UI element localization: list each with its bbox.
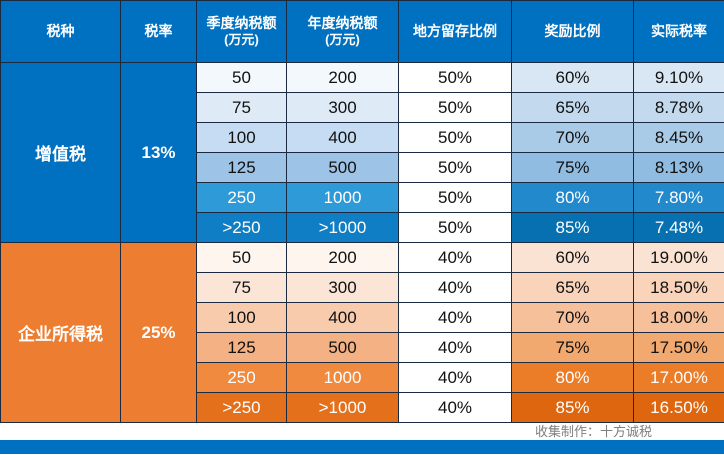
quarterly-amount-cell: >250 [196, 392, 287, 423]
reward-ratio-cell: 65% [511, 92, 634, 123]
actual-rate-cell: 17.00% [633, 362, 724, 393]
tax-rate-cell: 25% [120, 242, 197, 423]
local-retention-cell: 50% [398, 122, 512, 153]
reward-ratio-cell: 70% [511, 122, 634, 153]
quarterly-amount-cell: 250 [196, 182, 287, 213]
local-retention-cell: 40% [398, 332, 512, 363]
local-retention-cell: 50% [398, 62, 512, 93]
column-header: 实际税率 [633, 0, 724, 63]
local-retention-cell: 40% [398, 392, 512, 423]
actual-rate-cell: 9.10% [633, 62, 724, 93]
column-header: 地方留存比例 [398, 0, 512, 63]
actual-rate-cell: 19.00% [633, 242, 724, 273]
quarterly-amount-cell: 50 [196, 62, 287, 93]
actual-rate-cell: 7.80% [633, 182, 724, 213]
annual-amount-cell: >1000 [286, 392, 399, 423]
local-retention-cell: 50% [398, 92, 512, 123]
column-header: 年度纳税额 (万元) [286, 0, 399, 63]
tax-rate-cell: 13% [120, 62, 197, 243]
local-retention-cell: 40% [398, 272, 512, 303]
annual-amount-cell: 200 [286, 62, 399, 93]
tax-type-cell: 企业所得税 [0, 242, 121, 423]
annual-amount-cell: 300 [286, 92, 399, 123]
quarterly-amount-cell: 75 [196, 92, 287, 123]
local-retention-cell: 40% [398, 242, 512, 273]
quarterly-amount-cell: 125 [196, 152, 287, 183]
column-header: 季度纳税额 (万元) [196, 0, 287, 63]
actual-rate-cell: 8.45% [633, 122, 724, 153]
column-header: 税种 [0, 0, 121, 63]
annual-amount-cell: 200 [286, 242, 399, 273]
annual-amount-cell: >1000 [286, 212, 399, 243]
annual-amount-cell: 500 [286, 332, 399, 363]
annual-amount-cell: 400 [286, 122, 399, 153]
actual-rate-cell: 18.00% [633, 302, 724, 333]
reward-ratio-cell: 75% [511, 332, 634, 363]
reward-ratio-cell: 70% [511, 302, 634, 333]
reward-ratio-cell: 75% [511, 152, 634, 183]
local-retention-cell: 50% [398, 182, 512, 213]
annual-amount-cell: 300 [286, 272, 399, 303]
annual-amount-cell: 400 [286, 302, 399, 333]
quarterly-amount-cell: >250 [196, 212, 287, 243]
column-header: 税率 [120, 0, 197, 63]
actual-rate-cell: 16.50% [633, 392, 724, 423]
reward-ratio-cell: 60% [511, 62, 634, 93]
reward-ratio-cell: 80% [511, 362, 634, 393]
annual-amount-cell: 1000 [286, 182, 399, 213]
actual-rate-cell: 7.48% [633, 212, 724, 243]
local-retention-cell: 50% [398, 152, 512, 183]
reward-ratio-cell: 85% [511, 392, 634, 423]
reward-ratio-cell: 80% [511, 182, 634, 213]
annual-amount-cell: 500 [286, 152, 399, 183]
quarterly-amount-cell: 100 [196, 302, 287, 333]
reward-ratio-cell: 65% [511, 272, 634, 303]
actual-rate-cell: 8.13% [633, 152, 724, 183]
reward-ratio-cell: 85% [511, 212, 634, 243]
local-retention-cell: 50% [398, 212, 512, 243]
actual-rate-cell: 18.50% [633, 272, 724, 303]
quarterly-amount-cell: 50 [196, 242, 287, 273]
tax-type-cell: 增值税 [0, 62, 121, 243]
bottom-bar [0, 440, 724, 454]
actual-rate-cell: 17.50% [633, 332, 724, 363]
footer-credit: 收集制作：十方诚税 [0, 423, 724, 440]
reward-ratio-cell: 60% [511, 242, 634, 273]
quarterly-amount-cell: 250 [196, 362, 287, 393]
tax-rate-table: 税种 税率 季度纳税额 (万元) 年度纳税额 (万元) 地方留存比例 奖励比例 实际税率 增值税 1… [0, 0, 724, 423]
quarterly-amount-cell: 100 [196, 122, 287, 153]
actual-rate-cell: 8.78% [633, 92, 724, 123]
annual-amount-cell: 1000 [286, 362, 399, 393]
local-retention-cell: 40% [398, 362, 512, 393]
quarterly-amount-cell: 125 [196, 332, 287, 363]
local-retention-cell: 40% [398, 302, 512, 333]
quarterly-amount-cell: 75 [196, 272, 287, 303]
column-header: 奖励比例 [511, 0, 634, 63]
